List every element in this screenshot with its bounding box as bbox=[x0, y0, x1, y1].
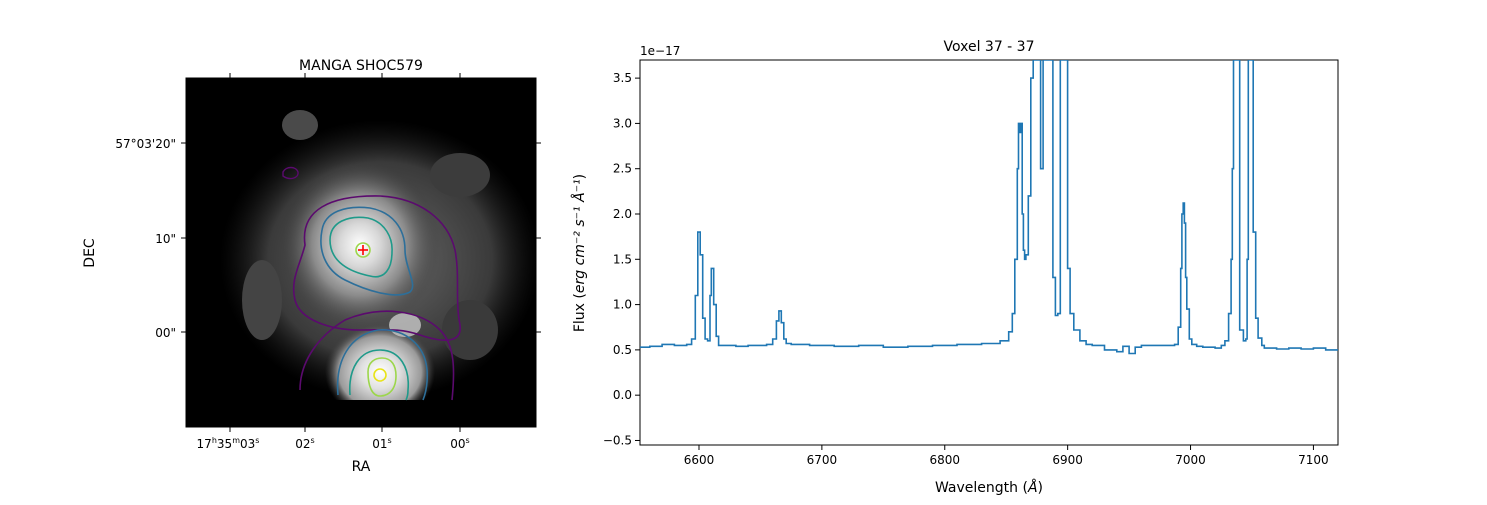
y-tick-label-4: 1.5 bbox=[613, 252, 632, 266]
spectrum-panel: 6600 6700 6800 6900 7000 7100 −0.5 0.0 0.5 1.0 1.5… bbox=[571, 39, 1339, 496]
y-tick-label-1: 0.0 bbox=[613, 388, 632, 402]
x-tick-label-3: 6900 bbox=[1052, 453, 1083, 467]
ra-tick-label-0: 17h35m03s bbox=[197, 436, 260, 451]
x-tick-label-4: 7000 bbox=[1175, 453, 1206, 467]
image-title: MANGA SHOC579 bbox=[299, 58, 423, 74]
ra-tick-label-2: 01s bbox=[372, 436, 391, 451]
contour-outer bbox=[292, 195, 461, 341]
y-tick-label-8: 3.5 bbox=[613, 71, 632, 85]
galaxy-image bbox=[186, 78, 536, 427]
y-tick-label-5: 2.0 bbox=[613, 207, 632, 221]
contour-inner bbox=[329, 216, 393, 278]
contour-mid-b bbox=[336, 329, 428, 401]
y-tick-label-2: 0.5 bbox=[613, 343, 632, 357]
image-frame bbox=[185, 77, 537, 428]
contour-small bbox=[282, 166, 299, 180]
spectrum-ticks: 6600 6700 6800 6900 7000 7100 −0.5 0.0 0.5 1.0 1.5… bbox=[603, 71, 1329, 467]
plot-area bbox=[639, 59, 1339, 446]
spectrum-ylabel: Flux (erg cm⁻² s⁻¹ Å⁻¹) bbox=[571, 174, 588, 332]
contour-core-b bbox=[367, 357, 397, 397]
dec-tick-label-0: 57°03'20" bbox=[115, 137, 176, 151]
image-ylabel: DEC bbox=[82, 238, 98, 268]
x-tick-label-0: 6600 bbox=[684, 453, 715, 467]
spectrum-line bbox=[640, 60, 1338, 355]
contour-outer-b bbox=[299, 310, 455, 401]
dec-tick-label-1: 10" bbox=[155, 232, 176, 246]
contour-inner-b bbox=[349, 349, 409, 401]
ra-tick-label-3: 00s bbox=[450, 436, 469, 451]
x-tick-label-1: 6700 bbox=[807, 453, 838, 467]
image-panel: MANGA SHOC579 17h35m03s 02s 01s 00s 57°0… bbox=[82, 58, 541, 475]
y-tick-label-0: −0.5 bbox=[603, 433, 632, 447]
image-xlabel: RA bbox=[352, 459, 371, 475]
spectrum-xlabel: Wavelength (Å) bbox=[935, 479, 1043, 496]
dec-tick-label-2: 00" bbox=[155, 326, 176, 340]
x-tick-label-2: 6800 bbox=[929, 453, 960, 467]
spaxel-marker bbox=[358, 245, 368, 255]
contour-peak-b bbox=[373, 368, 387, 382]
y-tick-label-3: 1.0 bbox=[613, 298, 632, 312]
contour-mid bbox=[320, 206, 414, 296]
ra-tick-label-1: 02s bbox=[295, 436, 314, 451]
contour-core bbox=[355, 242, 371, 258]
offset-text: 1e−17 bbox=[640, 44, 680, 58]
x-tick-label-5: 7100 bbox=[1298, 453, 1329, 467]
y-tick-label-7: 3.0 bbox=[613, 116, 632, 130]
y-tick-label-6: 2.5 bbox=[613, 162, 632, 176]
image-ticks bbox=[181, 73, 541, 432]
spectrum-title: Voxel 37 - 37 bbox=[943, 39, 1034, 55]
